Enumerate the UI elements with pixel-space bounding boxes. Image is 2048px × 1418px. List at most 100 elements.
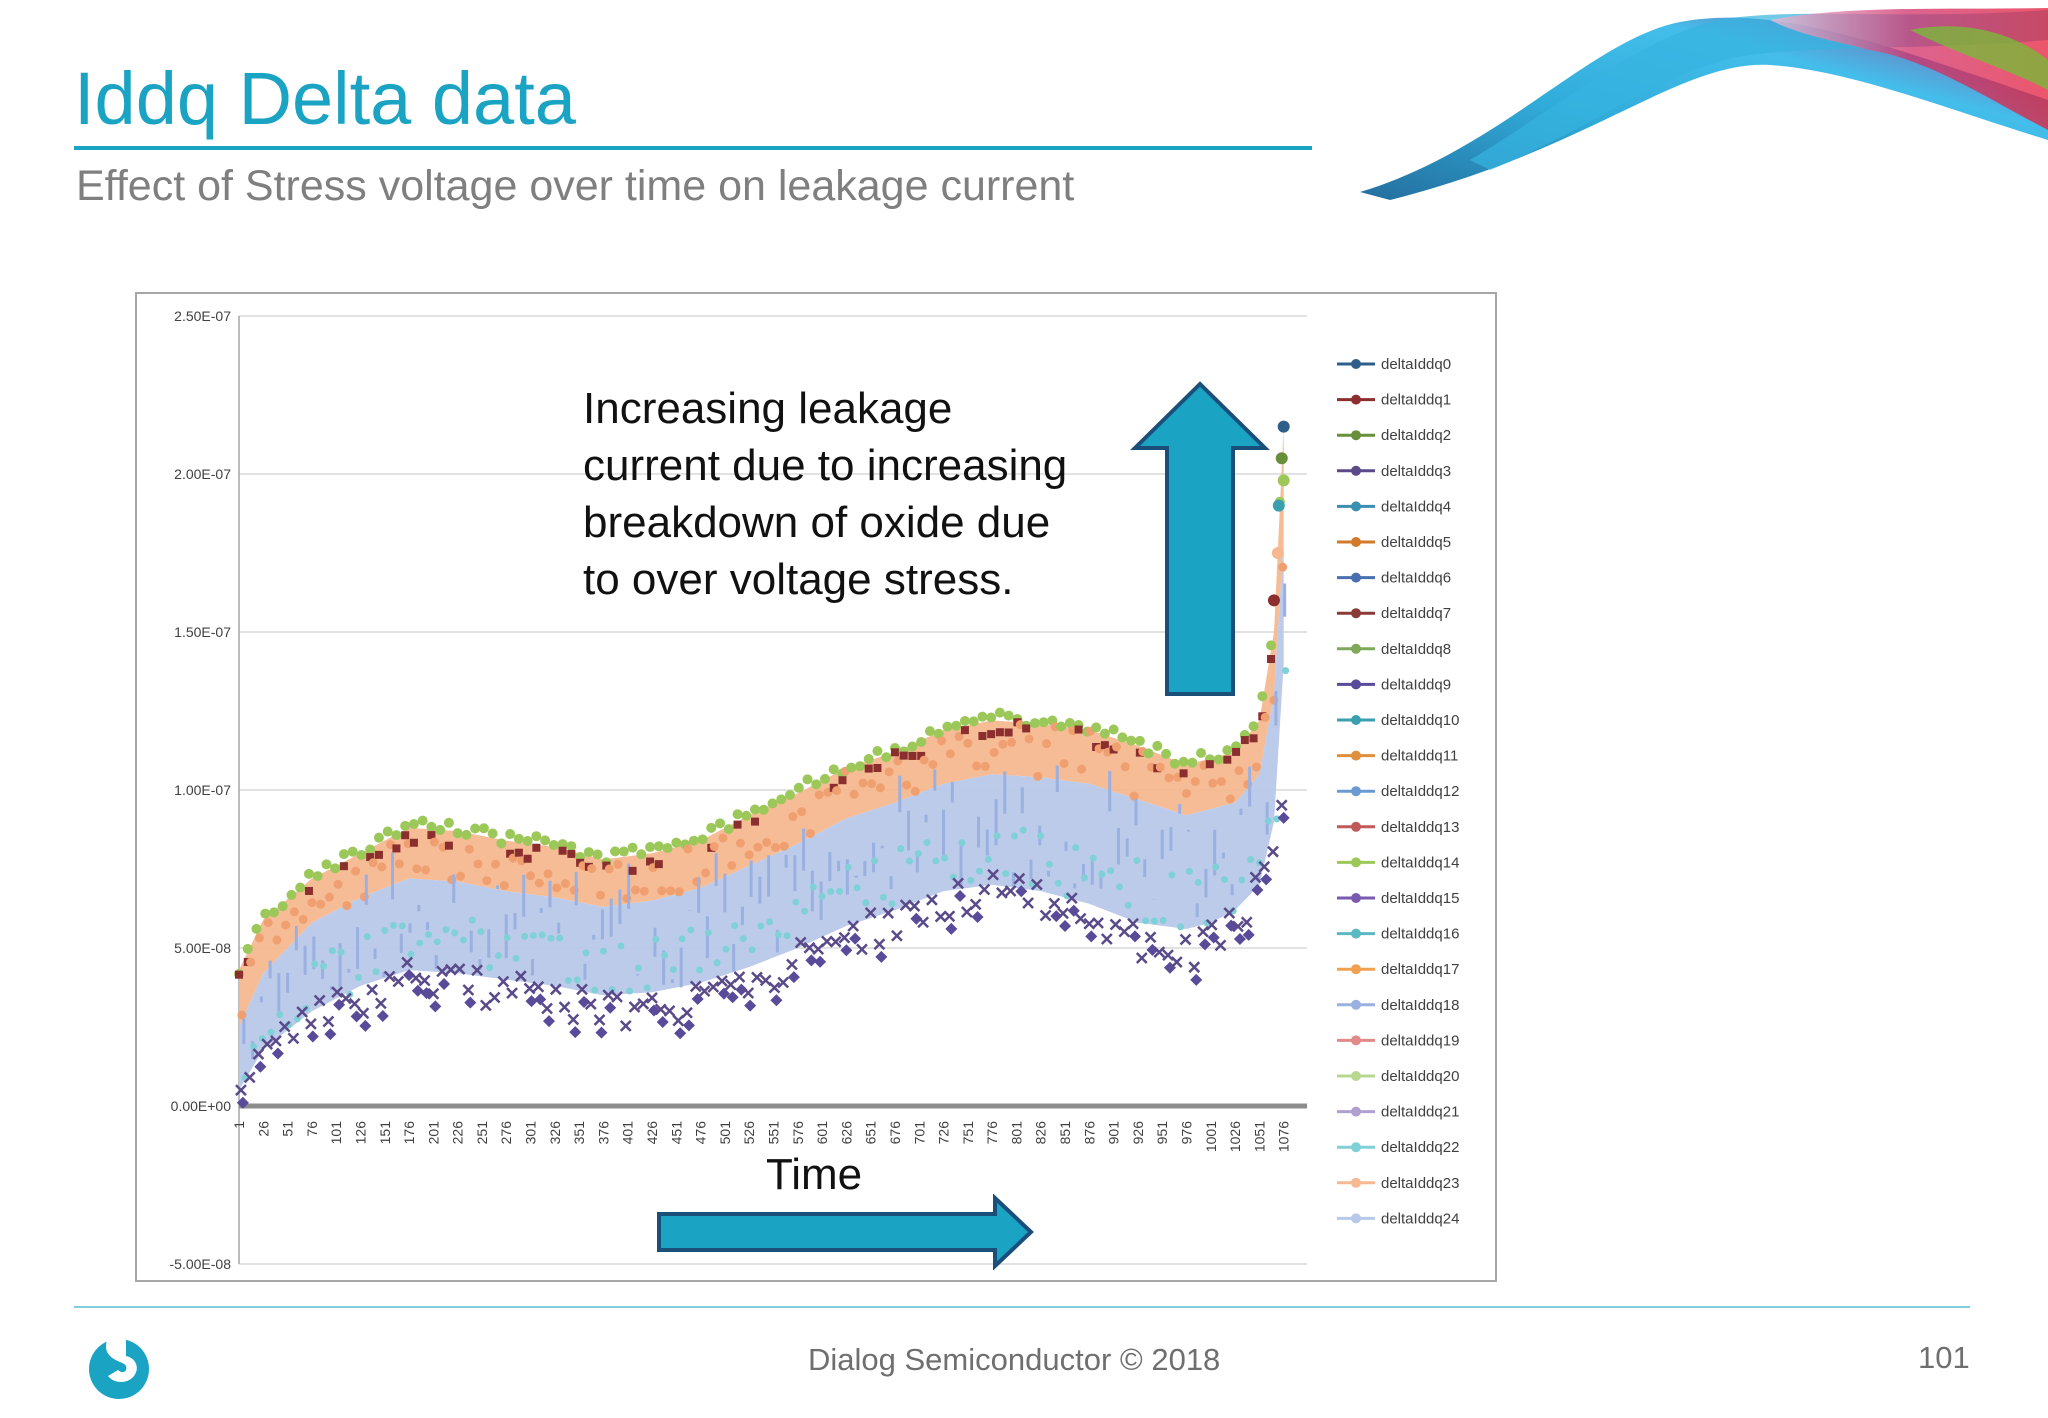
marker-deltaIddq9 bbox=[814, 955, 827, 968]
marker-deltaIddq22 bbox=[757, 922, 765, 930]
marker-deltaIddq22 bbox=[906, 857, 914, 865]
marker-deltaIddq14 bbox=[496, 838, 507, 849]
marker-deltaIddq1 bbox=[987, 730, 996, 739]
marker-deltaIddq22 bbox=[1037, 832, 1045, 840]
marker-deltaIddq23 bbox=[849, 789, 859, 799]
marker-deltaIddq22 bbox=[564, 976, 572, 984]
marker-deltaIddq14 bbox=[557, 839, 568, 850]
marker-deltaIddq14 bbox=[916, 736, 927, 747]
marker-deltaIddq23 bbox=[543, 869, 553, 879]
marker-deltaIddq14 bbox=[1152, 740, 1163, 751]
marker-deltaIddq3 bbox=[392, 975, 405, 988]
marker-deltaIddq14 bbox=[986, 712, 997, 723]
marker-deltaIddq22 bbox=[932, 857, 940, 865]
marker-deltaIddq14 bbox=[1213, 754, 1224, 765]
marker-deltaIddq14 bbox=[1099, 728, 1110, 739]
x-tick-label: 401 bbox=[620, 1121, 636, 1145]
marker-deltaIddq3 bbox=[987, 868, 999, 881]
marker-deltaIddq14 bbox=[356, 849, 367, 860]
legend-label: deltaIddq11 bbox=[1381, 748, 1458, 765]
x-tick-label: 476 bbox=[693, 1121, 709, 1145]
marker-deltaIddq3 bbox=[803, 941, 816, 954]
marker-deltaIddq9 bbox=[1277, 811, 1290, 824]
marker-deltaIddq14 bbox=[1064, 717, 1075, 728]
marker-deltaIddq14 bbox=[750, 804, 761, 815]
marker-deltaIddq23 bbox=[980, 761, 990, 771]
marker-deltaIddq22 bbox=[661, 951, 669, 959]
chart-plot: 2.50E-07 2.00E-07 1.50E-07 1.00E-07 5.00E-08… bbox=[170, 308, 1460, 1272]
marker-deltaIddq3 bbox=[243, 1071, 256, 1084]
marker-deltaIddq3 bbox=[1118, 925, 1131, 938]
marker-deltaIddq14 bbox=[977, 711, 988, 722]
marker-deltaIddq14 bbox=[321, 859, 332, 870]
marker-deltaIddq14 bbox=[592, 849, 603, 860]
marker-deltaIddq14 bbox=[706, 822, 717, 833]
marker-deltaIddq14 bbox=[758, 804, 769, 815]
marker-deltaIddq22 bbox=[809, 883, 817, 891]
marker-deltaIddq23 bbox=[639, 886, 649, 896]
marker-deltaIddq9 bbox=[770, 994, 783, 1007]
marker-deltaIddq3 bbox=[383, 970, 396, 983]
marker-deltaIddq3 bbox=[716, 975, 728, 987]
marker-deltaIddq14 bbox=[933, 728, 944, 739]
marker-deltaIddq3 bbox=[366, 983, 379, 996]
marker-deltaIddq22 bbox=[722, 945, 730, 953]
marker-deltaIddq9 bbox=[306, 1030, 319, 1043]
marker-deltaIddq22 bbox=[459, 936, 467, 944]
marker-deltaIddq3 bbox=[908, 900, 921, 912]
marker-deltaIddq22 bbox=[984, 855, 992, 863]
right-arrow bbox=[657, 1194, 1034, 1270]
marker-deltaIddq3 bbox=[471, 964, 483, 977]
legend-marker bbox=[1351, 430, 1361, 441]
marker-deltaIddq1 bbox=[567, 849, 576, 858]
marker-deltaIddq9 bbox=[1242, 928, 1255, 941]
marker-deltaIddq3 bbox=[882, 907, 895, 919]
x-tick-label: 851 bbox=[1057, 1121, 1073, 1145]
legend-marker bbox=[1351, 750, 1361, 761]
marker-deltaIddq14 bbox=[513, 833, 524, 844]
marker-deltaIddq14 bbox=[531, 831, 542, 842]
marker-deltaIddq22 bbox=[267, 1028, 275, 1036]
marker-deltaIddq22 bbox=[556, 934, 564, 942]
x-tick-label: 601 bbox=[814, 1121, 830, 1145]
marker-deltaIddq3 bbox=[1074, 912, 1087, 925]
marker-deltaIddq14 bbox=[1003, 710, 1014, 721]
y-tick-label: 2.00E-07 bbox=[174, 466, 231, 482]
marker-deltaIddq3 bbox=[1144, 931, 1157, 944]
x-tick-label: 901 bbox=[1106, 1121, 1122, 1145]
marker-deltaIddq23 bbox=[1260, 712, 1270, 722]
marker-deltaIddq3 bbox=[1100, 933, 1113, 945]
marker-deltaIddq22 bbox=[879, 893, 887, 901]
marker-deltaIddq9 bbox=[682, 1019, 695, 1032]
marker-deltaIddq14 bbox=[1126, 735, 1137, 746]
marker-deltaIddq23 bbox=[534, 878, 544, 888]
marker-deltaIddq1 bbox=[1267, 655, 1276, 664]
marker-deltaIddq3 bbox=[733, 971, 746, 983]
marker-deltaIddq23 bbox=[700, 868, 710, 878]
marker-deltaIddq3 bbox=[637, 997, 650, 1010]
marker-deltaIddq9 bbox=[840, 944, 853, 957]
marker-deltaIddq22 bbox=[669, 966, 677, 974]
marker-deltaIddq22 bbox=[1010, 832, 1018, 840]
marker-deltaIddq14 bbox=[653, 841, 664, 852]
marker-deltaIddq3 bbox=[602, 989, 615, 1001]
legend-label: deltaIddq2 bbox=[1381, 427, 1451, 444]
marker-deltaIddq1 bbox=[506, 849, 515, 858]
marker-deltaIddq3 bbox=[514, 970, 527, 983]
legend-marker bbox=[1351, 608, 1361, 619]
marker-deltaIddq14 bbox=[1248, 721, 1259, 732]
marker-deltaIddq22 bbox=[976, 867, 984, 875]
marker-deltaIddq1 bbox=[558, 846, 567, 855]
marker-deltaIddq9 bbox=[525, 995, 538, 1008]
marker-deltaIddq23 bbox=[307, 898, 317, 908]
legend-marker bbox=[1351, 857, 1361, 868]
marker-deltaIddq9 bbox=[429, 1000, 442, 1013]
marker-deltaIddq14 bbox=[819, 773, 830, 784]
marker-deltaIddq22 bbox=[774, 931, 782, 939]
marker-deltaIddq9 bbox=[236, 1096, 249, 1109]
marker-deltaIddq23 bbox=[945, 749, 955, 759]
leakage-annotation: Increasing leakage current due to increa… bbox=[583, 380, 1123, 608]
marker-deltaIddq22 bbox=[337, 948, 345, 956]
marker-deltaIddq14 bbox=[907, 741, 918, 752]
marker-deltaIddq22 bbox=[783, 932, 791, 940]
